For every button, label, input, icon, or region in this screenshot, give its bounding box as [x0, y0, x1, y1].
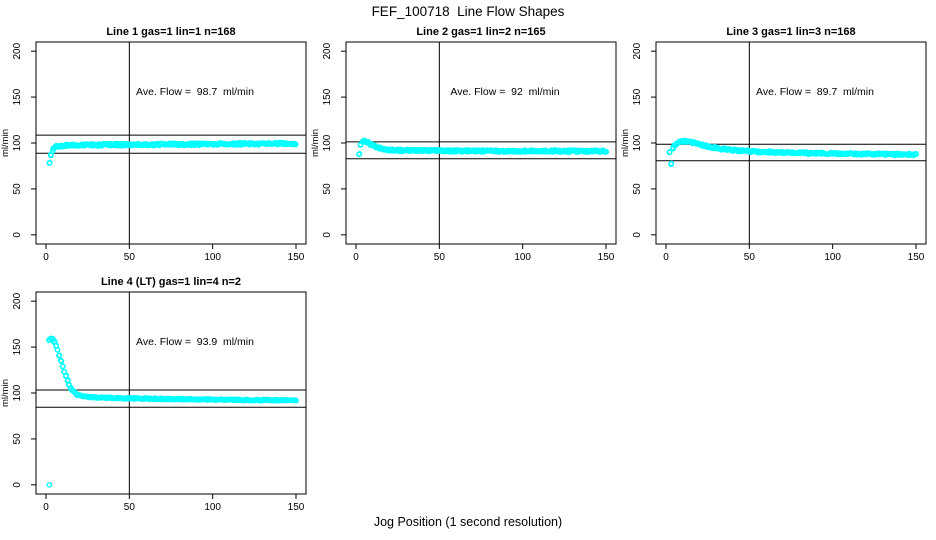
- data-points: [46, 139, 299, 166]
- svg-text:0: 0: [632, 232, 643, 238]
- figure-title: FEF_100718 Line Flow Shapes: [371, 4, 565, 19]
- panel-line-2: Line 2 gas=1 lin=2 n=165 Ave. Flow = 92 …: [310, 26, 620, 274]
- y-axis-label: ml/min: [0, 379, 11, 407]
- svg-text:200: 200: [12, 42, 23, 59]
- svg-text:0: 0: [663, 252, 669, 263]
- svg-text:150: 150: [288, 502, 305, 513]
- svg-text:150: 150: [288, 252, 305, 263]
- svg-text:100: 100: [322, 134, 333, 151]
- svg-text:100: 100: [12, 384, 23, 401]
- svg-text:50: 50: [434, 252, 446, 263]
- axis-tick-labels: 0 50 100 150 0 50 100 150 200 ml/min: [0, 292, 305, 513]
- svg-text:100: 100: [824, 252, 841, 263]
- axes: [31, 291, 307, 499]
- svg-text:200: 200: [322, 42, 333, 59]
- svg-text:100: 100: [204, 502, 221, 513]
- axes: [341, 41, 617, 249]
- svg-text:50: 50: [124, 502, 136, 513]
- axis-tick-labels: 0 50 100 150 0 50 100 150 200 ml/min: [310, 42, 615, 263]
- plot-line-2: 0 50 100 150 0 50 100 150 200 ml/min: [310, 41, 617, 263]
- svg-text:50: 50: [322, 183, 333, 195]
- svg-text:50: 50: [124, 252, 136, 263]
- svg-text:150: 150: [12, 88, 23, 105]
- panel-title-line-1: Line 1 gas=1 lin=1 n=168: [106, 26, 236, 38]
- panel-title-line-2: Line 2 gas=1 lin=2 n=165: [416, 26, 546, 38]
- svg-text:100: 100: [12, 134, 23, 151]
- axis-tick-labels: 0 50 100 150 0 50 100 150 200 ml/min: [620, 42, 925, 263]
- y-axis-label: ml/min: [620, 129, 631, 157]
- svg-text:150: 150: [632, 88, 643, 105]
- svg-text:50: 50: [12, 183, 23, 195]
- plot-line-1: 0 50 100 150 0 50 100 150 200 ml/min: [0, 41, 307, 263]
- plot-line-3: 0 50 100 150 0 50 100 150 200 ml/min: [620, 41, 927, 263]
- svg-text:200: 200: [12, 292, 23, 309]
- svg-text:100: 100: [514, 252, 531, 263]
- y-axis-label: ml/min: [0, 129, 11, 157]
- svg-text:0: 0: [12, 232, 23, 238]
- svg-text:50: 50: [744, 252, 756, 263]
- svg-text:0: 0: [43, 252, 49, 263]
- axis-tick-labels: 0 50 100 150 0 50 100 150 200 ml/min: [0, 42, 305, 263]
- plot-line-4: 0 50 100 150 0 50 100 150 200 ml/min: [0, 291, 307, 513]
- data-points: [46, 335, 299, 488]
- data-points: [356, 137, 609, 158]
- svg-text:0: 0: [43, 502, 49, 513]
- svg-text:0: 0: [12, 482, 23, 488]
- svg-text:0: 0: [322, 232, 333, 238]
- panel-line-3: Line 3 gas=1 lin=3 n=168 Ave. Flow = 89.…: [620, 26, 930, 274]
- y-axis-label: ml/min: [310, 129, 321, 157]
- svg-text:50: 50: [12, 433, 23, 445]
- svg-text:200: 200: [632, 42, 643, 59]
- panel-title-line-4: Line 4 (LT) gas=1 lin=4 n=2: [100, 276, 242, 288]
- svg-text:0: 0: [353, 252, 359, 263]
- svg-text:150: 150: [598, 252, 615, 263]
- svg-text:50: 50: [632, 183, 643, 195]
- svg-text:150: 150: [12, 338, 23, 355]
- data-points: [666, 137, 919, 168]
- panel-title-line-3: Line 3 gas=1 lin=3 n=168: [726, 26, 856, 38]
- x-axis-label: Jog Position (1 second resolution): [373, 515, 563, 529]
- svg-text:100: 100: [632, 134, 643, 151]
- svg-text:150: 150: [908, 252, 925, 263]
- panel-line-4: Line 4 (LT) gas=1 lin=4 n=2 Ave. Flow = …: [0, 276, 310, 524]
- panel-line-1: Line 1 gas=1 lin=1 n=168 Ave. Flow = 98.…: [0, 26, 310, 274]
- svg-text:150: 150: [322, 88, 333, 105]
- svg-text:100: 100: [204, 252, 221, 263]
